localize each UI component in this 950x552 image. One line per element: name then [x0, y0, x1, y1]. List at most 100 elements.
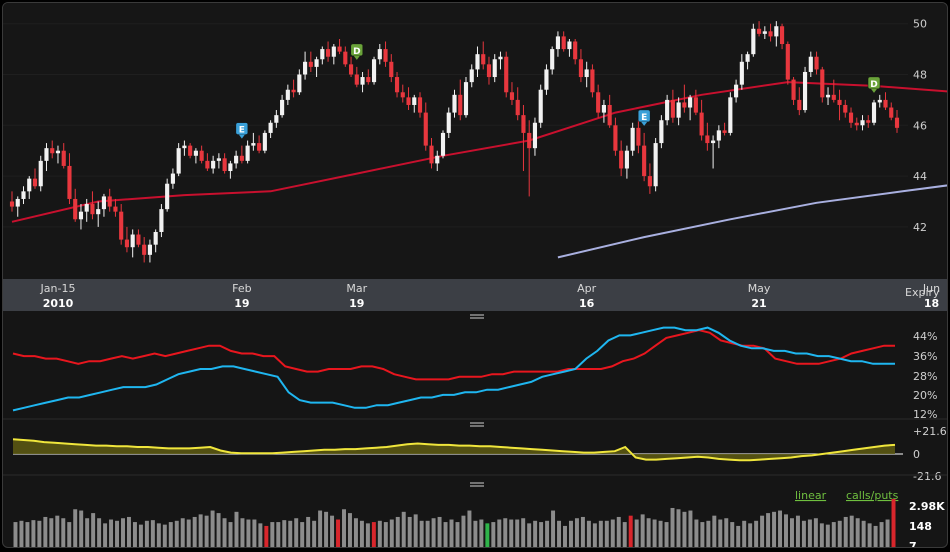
candle	[383, 41, 388, 67]
volume-bar	[568, 520, 573, 547]
candle-body	[751, 28, 756, 55]
candle-body	[38, 160, 43, 187]
volume-bar	[264, 525, 269, 547]
candle-body	[308, 61, 313, 67]
candle	[722, 122, 727, 136]
candle-body	[44, 148, 49, 161]
volume-bar	[736, 525, 741, 547]
candle-body	[877, 99, 882, 103]
candle	[326, 41, 331, 62]
candle-body	[688, 97, 693, 108]
candle-body	[791, 79, 796, 100]
candle-body	[504, 56, 509, 93]
candle	[159, 204, 164, 238]
volume-bar	[592, 523, 597, 547]
candle-body	[435, 155, 440, 164]
candle-body	[532, 122, 538, 149]
candle	[371, 56, 377, 85]
candle	[84, 198, 89, 222]
candle	[728, 92, 733, 136]
volume-bar	[353, 518, 358, 547]
candles	[9, 21, 900, 263]
earnings-marker: E	[235, 122, 249, 139]
candle	[676, 97, 681, 126]
volume-bar	[115, 520, 120, 547]
volume-bar	[389, 519, 394, 547]
marker-pointer	[641, 121, 648, 126]
candle-body	[630, 127, 635, 151]
skew-splitter[interactable]	[470, 422, 484, 427]
calls-puts-link[interactable]: calls/puts	[846, 489, 899, 502]
candle	[245, 140, 250, 164]
volume-bar	[867, 523, 872, 547]
candle-body	[665, 99, 670, 121]
candle-body	[820, 69, 825, 98]
candle-body	[739, 61, 744, 85]
candle	[791, 77, 796, 105]
volume-splitter[interactable]	[470, 482, 484, 487]
iv-tick-label: 28%	[913, 370, 937, 383]
volume-bar	[730, 522, 735, 547]
candle	[785, 41, 790, 85]
candle-body	[774, 26, 779, 37]
volume-bar	[563, 525, 567, 547]
linear-scale-link[interactable]: linear	[795, 489, 827, 502]
candle-body	[262, 132, 267, 151]
volume-bar	[742, 520, 747, 547]
candle	[607, 94, 612, 128]
candle	[808, 51, 813, 78]
volume-bar	[210, 510, 215, 547]
volume-bar	[503, 518, 508, 547]
candle	[624, 145, 629, 179]
volume-bar	[407, 516, 412, 547]
candle	[699, 99, 704, 141]
candle	[492, 54, 497, 83]
candle	[308, 51, 313, 72]
volume-bar	[461, 515, 466, 547]
volume-bar	[365, 523, 370, 547]
volume-bar	[754, 520, 759, 547]
candle	[584, 61, 589, 88]
candle	[400, 84, 405, 103]
marker-label: E	[641, 113, 647, 123]
marker-pointer	[871, 88, 878, 93]
candle-body	[136, 234, 141, 245]
candle-body	[446, 112, 451, 133]
candle-body	[573, 41, 578, 60]
candle	[831, 79, 836, 103]
candle	[670, 89, 675, 123]
volume-bar	[240, 518, 245, 547]
candle-body	[452, 94, 457, 113]
iv-y-axis: 44% 36% 28% 20% 12%	[913, 330, 937, 421]
x-axis-day-label: 19	[349, 297, 364, 310]
volume-bar	[455, 522, 460, 547]
candle-body	[239, 155, 244, 161]
candle	[21, 186, 26, 205]
candle-body	[124, 239, 130, 248]
candle-body	[670, 99, 675, 118]
volume-bar	[646, 518, 651, 547]
candle	[688, 94, 693, 121]
iv-splitter[interactable]	[470, 314, 484, 319]
volume-tick-label: 2.98K	[909, 500, 945, 513]
candle-body	[67, 165, 72, 199]
volume-bar	[73, 509, 78, 547]
candle-body	[607, 104, 612, 126]
candle	[337, 38, 342, 55]
candle-body	[601, 104, 606, 113]
volume-bar	[801, 520, 806, 547]
volume-bar	[491, 522, 496, 547]
candle	[642, 132, 647, 182]
iv-tick-label: 36%	[913, 350, 937, 363]
candle-body	[55, 150, 61, 154]
candle	[262, 130, 267, 154]
candle-body	[383, 49, 388, 62]
expiry-label: Expiry	[905, 286, 940, 299]
candle-body	[808, 56, 813, 72]
volume-bar	[306, 516, 311, 547]
candle	[412, 94, 417, 113]
candle-body	[527, 132, 532, 149]
volume-bar	[121, 518, 125, 547]
candle-body	[590, 69, 595, 93]
candle-body	[596, 92, 601, 113]
